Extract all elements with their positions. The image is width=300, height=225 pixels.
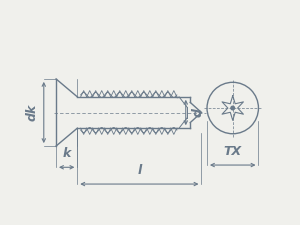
Text: k: k bbox=[62, 147, 71, 160]
Text: TX: TX bbox=[224, 145, 242, 158]
Circle shape bbox=[231, 106, 235, 110]
Text: l: l bbox=[137, 164, 142, 177]
Text: d: d bbox=[191, 108, 204, 117]
Text: dk: dk bbox=[25, 104, 38, 121]
